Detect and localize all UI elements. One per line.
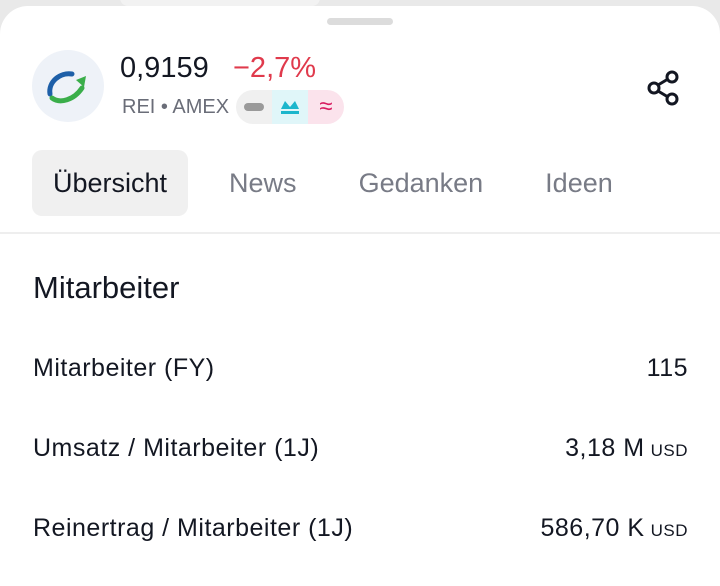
row-unit: USD [650, 441, 688, 460]
exchange: AMEX [172, 96, 230, 118]
tab-ideas[interactable]: Ideen [545, 168, 613, 198]
background-sheet [120, 0, 320, 6]
separator: • [160, 96, 168, 118]
tab-news[interactable]: News [229, 168, 297, 198]
section-title: Mitarbeiter [33, 270, 180, 305]
tab-bar: Übersicht News Gedanken Ideen [32, 150, 654, 216]
crown-icon [272, 90, 308, 124]
tab-overview[interactable]: Übersicht [32, 150, 189, 216]
row-label: Reinertrag / Mitarbeiter (1J) [33, 514, 354, 542]
company-logo [32, 50, 104, 122]
row-value: 115 [646, 354, 688, 382]
row-unit: USD [650, 521, 688, 540]
row-label: Mitarbeiter (FY) [33, 354, 215, 382]
pill-icon [236, 90, 272, 124]
approx-icon: ≈ [308, 90, 344, 124]
data-row: Umsatz / Mitarbeiter (1J) 3,18 M USD [33, 434, 688, 463]
data-row: Mitarbeiter (FY) 115 [33, 354, 688, 383]
price: 0,9159 [120, 52, 209, 84]
data-row: Reinertrag / Mitarbeiter (1J) 586,70 K USD [33, 514, 688, 543]
price-change: −2,7% [233, 52, 317, 84]
share-icon[interactable] [644, 68, 684, 113]
divider [0, 232, 720, 234]
bottom-sheet: 0,9159 −2,7% REI • AMEX ≈ Übersicht News… [0, 6, 720, 586]
row-value: 586,70 K [540, 514, 645, 542]
symbol-info: REI • AMEX [122, 96, 229, 119]
badges[interactable]: ≈ [236, 90, 344, 124]
row-label: Umsatz / Mitarbeiter (1J) [33, 434, 320, 462]
ticker: REI [122, 96, 156, 118]
drag-handle[interactable] [327, 18, 393, 25]
row-value: 3,18 M [565, 434, 645, 462]
tab-thoughts[interactable]: Gedanken [358, 168, 484, 198]
